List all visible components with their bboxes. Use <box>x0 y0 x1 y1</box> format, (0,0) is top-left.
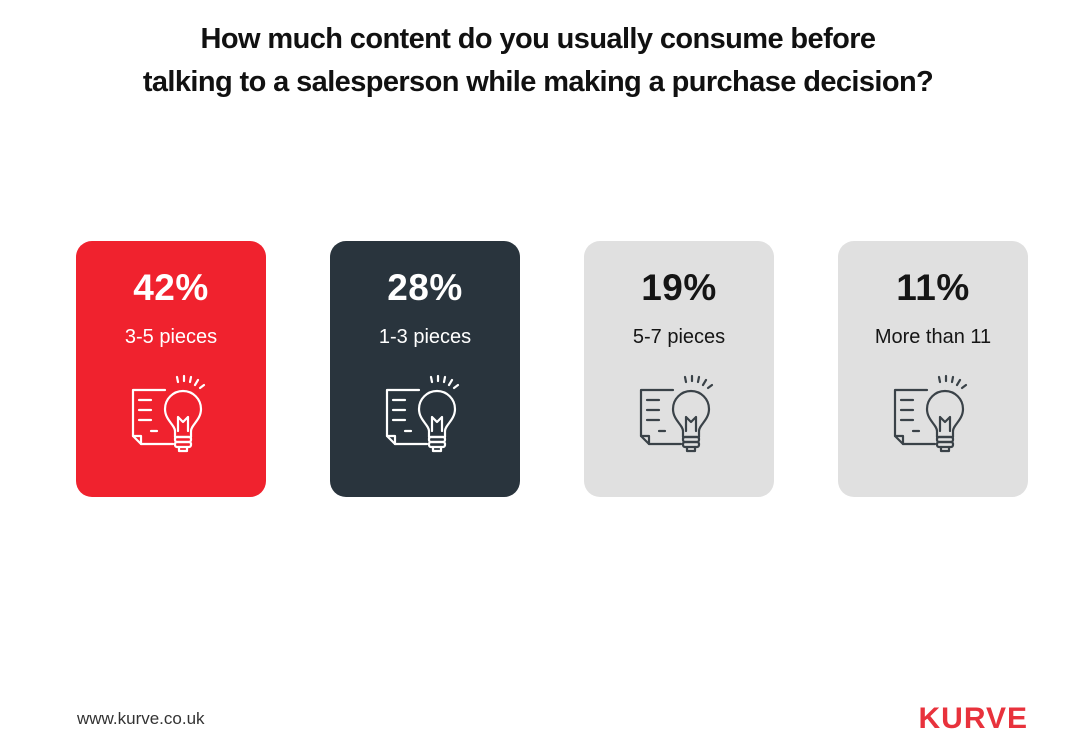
stat-card-3-5-pieces: 42% 3-5 pieces <box>76 241 266 497</box>
stat-card-more-than-11: 11% More than 11 <box>838 241 1028 497</box>
stat-percent: 28% <box>387 267 463 308</box>
stat-card-1-3-pieces: 28% 1-3 pieces <box>330 241 520 497</box>
chart-title: How much content do you usually consume … <box>0 18 1076 104</box>
chart-title-line1: How much content do you usually consume … <box>200 23 877 55</box>
document-lightbulb-icon <box>385 374 460 453</box>
stat-percent: 42% <box>133 267 209 308</box>
document-lightbulb-icon <box>131 374 206 453</box>
stat-label: 5-7 pieces <box>632 326 726 348</box>
stat-label: 1-3 pieces <box>378 326 472 348</box>
brand-logo: KURVE <box>918 702 1028 735</box>
stat-label: 3-5 pieces <box>124 326 218 348</box>
document-lightbulb-icon <box>639 374 714 453</box>
stat-percent: 19% <box>641 267 717 308</box>
document-lightbulb-icon <box>893 374 968 453</box>
chart-title-line2: talking to a salesperson while making a … <box>142 66 934 98</box>
stat-percent: 11% <box>896 267 970 308</box>
stat-label: More than 11 <box>874 326 992 348</box>
footer-website-url: www.kurve.co.uk <box>77 709 205 728</box>
stat-card-5-7-pieces: 19% 5-7 pieces <box>584 241 774 497</box>
